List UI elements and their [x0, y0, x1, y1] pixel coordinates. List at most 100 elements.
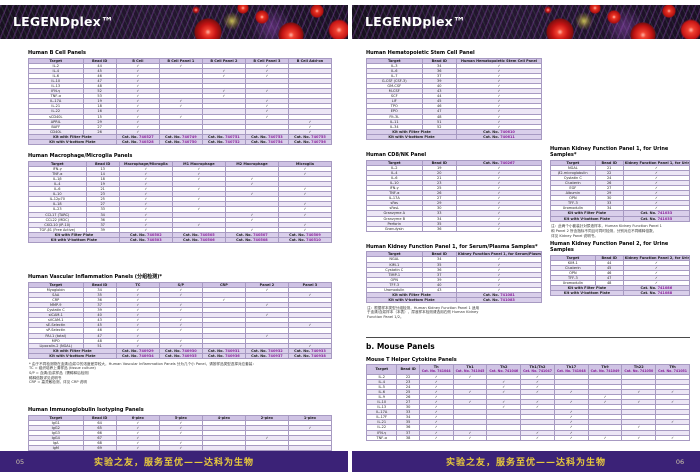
table-row: OPN 30 ✓ [550, 195, 691, 202]
header-row: Target Bead ID Kidney Function Panel 2, fo… [550, 254, 691, 261]
table-title: Human Vascular Inflammation Panels (分组检测… [28, 274, 162, 281]
check-mark: ✓ [622, 184, 691, 192]
check-mark: ✓ [171, 196, 226, 203]
kit-format-label: Kit with V-bottom Plate [28, 352, 117, 360]
bead-id-cell: 36 [82, 296, 117, 303]
footer-right: 实验之友，服务至优——达科为生物 06 [352, 451, 700, 472]
table-human-kidney-function-panel-1-urine: Human Kidney Function Panel 1, for Urine… [550, 146, 691, 222]
bead-id-cell: 40 [82, 312, 117, 319]
cat-no-prefix: Cat. No. [251, 140, 269, 144]
bead-id-cell: 43 [82, 317, 117, 324]
cat-no-prefix: Cat. No. [208, 353, 226, 358]
table-title: Human Kidney Function Panel 2, for Urine… [550, 241, 669, 254]
cat-no-number: 740610 [500, 129, 515, 134]
table-title: Human Hematopoietic Stem Cell Panel [366, 50, 475, 56]
catalog-number-cell: Cat. No. 740756 [287, 138, 333, 146]
bead-id-cell: 46 [82, 72, 117, 79]
cat-no-prefix: Cat. No. [483, 129, 501, 134]
catalog-number-row: Kit with Filter Plate Cat. No. 741081 [366, 292, 542, 299]
cat-no-prefix: Cat. No. [165, 348, 183, 353]
check-mark: ✓ [622, 275, 691, 282]
cat-no-prefix: Cat. No. [294, 348, 312, 353]
check-mark: ✓ [456, 271, 542, 278]
column-header: Th9 Cat. No. 741049 [587, 364, 623, 375]
check-mark: ✓ [171, 175, 226, 182]
table-row: EGF 27 ✓ [550, 184, 691, 192]
target-cell: IL-2 [366, 164, 423, 171]
bead-id-cell: 69 [82, 445, 117, 452]
catalog-number-cell: Cat. No. 740505 [171, 231, 226, 239]
footnote-line: 于血清/血浆样本（本表），尿液样本检测请选用右侧 Human Kidney [367, 310, 479, 315]
bead-id-cell: 34 [85, 211, 120, 218]
vascular-panel-footnote: * 由于不同检测物在血清/血浆中的浓度差异较大，Human Vascular I… [29, 362, 332, 386]
check-mark: ✓ [655, 434, 690, 441]
target-cell: Granzyme B [366, 215, 423, 222]
table-row: Clusterin 45 ✓ [550, 264, 691, 272]
target-cell: GM-CSF [366, 82, 423, 90]
catalog-number-cell: Cat. No. 740938 [287, 352, 333, 360]
catalog-number-row: Kit with V-bottom Plate Cat. No. 740528 Ca… [28, 138, 333, 146]
human-kidney-function-panel-1-urine-grid: Target Bead ID Kidney Function Panel 1, fo… [550, 159, 691, 222]
table-row: OPN 46 ✓ [550, 270, 691, 277]
table-row: Cystatin C 36 ✓ [366, 266, 542, 273]
catalog-number-cell: Cat. No. 740929 [115, 347, 160, 354]
check-mark: ✓ [171, 170, 226, 177]
check-mark: ✓ [118, 206, 173, 213]
panel-cat-no: Cat. No. 741050 [624, 369, 654, 374]
column-header: Th17 Cat. No. 741048 [553, 364, 589, 375]
table-row: sVCAM-1 43 ✓ ✓ [28, 317, 333, 324]
bead-id-cell: 18 [82, 103, 117, 110]
table-row: Cystatin C 24 ✓ [550, 174, 691, 181]
table-row: IL-10 47 ✓ [28, 77, 333, 84]
check-mark: ✓ [287, 291, 333, 298]
footnote-line: Function Panel 1/2。 [367, 315, 404, 320]
table-row: CRP 36 ✓ ✓ [28, 296, 333, 303]
column-header: Th Cat. No. 741044 [418, 364, 454, 375]
catalog-number-cell: Cat. No. 741083 [456, 297, 542, 304]
human-vascular-inflammation-panels-grid: Target Bead ID TC S/P CRP Panel 2 Panel 3 Myogl… [28, 281, 333, 360]
bead-id-cell: 35 [82, 291, 117, 298]
cat-no-prefix: Cat. No. [251, 353, 269, 358]
column-header: Tfh Cat. No. 741051 [655, 364, 690, 375]
catalog-number-cell: Cat. No. 740610 [456, 128, 542, 135]
target-cell: Granulysin [366, 225, 423, 232]
cat-no-prefix: Cat. No. [640, 216, 658, 221]
bead-id-cell: 48 [82, 337, 117, 344]
bead-id-cell: 18 [85, 175, 120, 182]
check-mark: ✓ [277, 226, 333, 233]
table-row: GM-CSF 40 ✓ [366, 82, 542, 90]
footnote-line: CRP = 高灵敏检测，详见 CRP 说明 [29, 380, 87, 385]
table-row: TFF-3 47 ✓ [550, 275, 691, 282]
table-row: Uromodulin 48 ✓ [550, 280, 691, 287]
bead-id-cell: 19 [82, 98, 117, 105]
cat-no-number: 740755 [311, 134, 326, 139]
check-mark: ✓ [171, 221, 226, 228]
bead-id-cell: 52 [82, 88, 117, 95]
cat-no-number: 740267 [500, 160, 515, 165]
column-header: Th1 Cat. No. 741045 [452, 364, 488, 375]
check-mark: ✓ [622, 179, 691, 186]
target-cell: sFas [366, 200, 423, 207]
check-mark: ✓ [456, 82, 542, 90]
target-cell: KIM-1 [366, 261, 423, 268]
footer-slogan-right: 实验之友，服务至优——达科为生物 [445, 458, 606, 468]
check-mark: ✓ [587, 434, 623, 441]
bead-id-cell: 16 [82, 108, 117, 115]
bead-id-cell: 27 [85, 201, 120, 208]
page-right: LEGENDplex™ Human Hematopoietic Stem Cel… [352, 0, 700, 476]
table-row: Perforin 35 ✓ [366, 220, 542, 227]
page-left: LEGENDplex™ Human B Cell Panels Target Bea… [0, 0, 348, 476]
cat-no-prefix: Cat. No. [183, 232, 201, 237]
column-header: Bead ID [82, 281, 117, 288]
catalog-number-cell: Cat. No. 740753 [244, 133, 289, 141]
kidney-serum-footnote: 注：根据样本类型分组检测，Human Kidney Function Panel… [367, 306, 542, 320]
cat-no-prefix: Cat. No. [208, 348, 226, 353]
cat-no-prefix: Cat. No. [183, 238, 201, 242]
cat-no-prefix: Cat. No. [236, 238, 254, 242]
bead-id-cell: 33 [85, 206, 120, 213]
bead-id-cell: 44 [82, 62, 117, 69]
target-cell: Perforin [366, 220, 423, 227]
human-kidney-function-panel-serum-grid: Target Bead ID Kidney Function Panel 1, fo… [366, 251, 542, 304]
check-mark: ✓ [118, 216, 173, 223]
